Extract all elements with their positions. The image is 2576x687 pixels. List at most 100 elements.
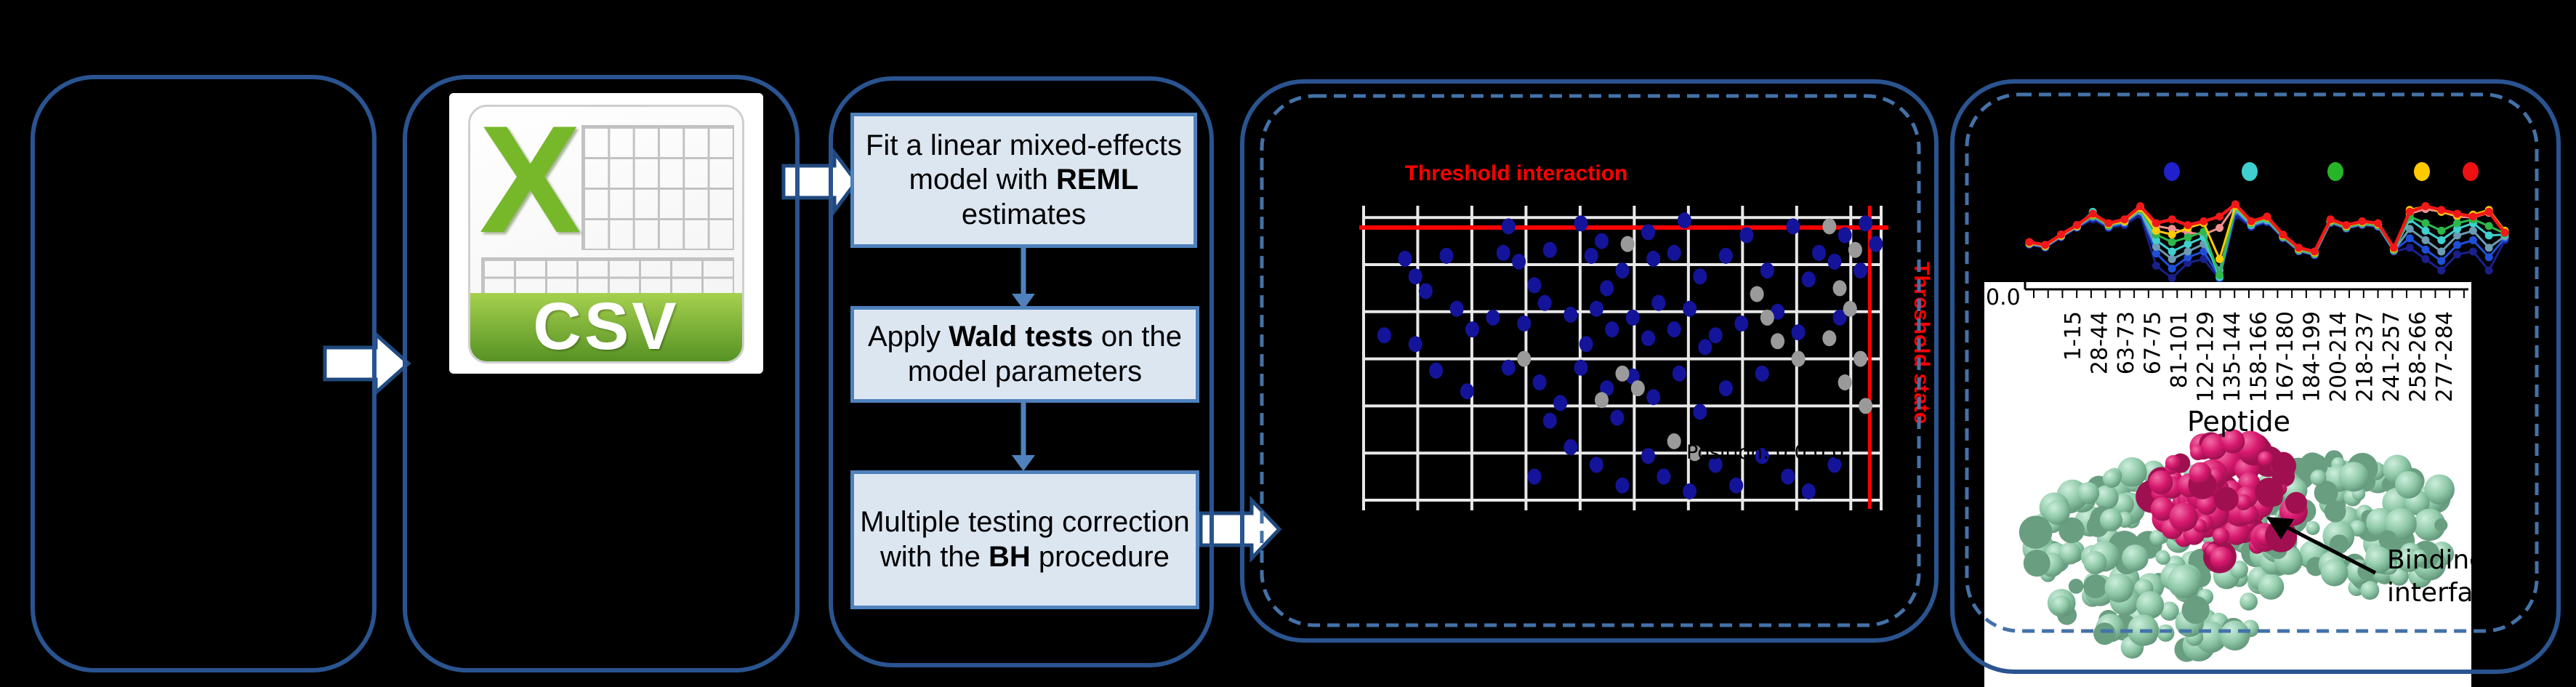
protein-surface-green [2385, 507, 2417, 540]
profile-marker-red [2152, 219, 2160, 228]
step-bold-text: REML [1055, 164, 1139, 196]
scatter-point-significant [1827, 253, 1842, 270]
scatter-point-significant [1771, 303, 1785, 320]
scatter-point-significant [1667, 321, 1681, 338]
profile-marker-salmon [2168, 225, 2176, 233]
profile-marker-steel [2405, 225, 2414, 233]
profile-marker-red [2484, 207, 2493, 216]
protein-core-magenta [2212, 527, 2230, 545]
protein-surface-green [2102, 469, 2121, 488]
scatter-point-significant [1641, 224, 1656, 241]
scatter-point-significant [1718, 247, 1733, 264]
scatter-point-significant [1517, 316, 1531, 332]
peptide-axis-label: 81-101 [2167, 311, 2192, 388]
interaction-scatter-plot [1359, 206, 1888, 510]
scatter-point-not-significant [1848, 241, 1862, 258]
protein-core-magenta [2150, 497, 2175, 521]
profile-marker-steel [2468, 226, 2477, 235]
scatter-point-not-significant [1595, 392, 1609, 409]
profile-marker-cyan [2183, 240, 2192, 249]
scatter-point-not-significant [1859, 398, 1873, 414]
profile-legend-dots [2164, 162, 2479, 181]
protein-surface-green [2045, 499, 2070, 526]
protein-surface-green [2050, 595, 2072, 616]
scatter-point-significant [1708, 457, 1723, 473]
protein-surface-green [2083, 574, 2108, 599]
profile-marker-red [2041, 241, 2050, 249]
legend-dot [2414, 162, 2430, 181]
step-wald-tests-box: Apply Wald tests on the model parameters [850, 306, 1199, 403]
protein-surface-green [2424, 474, 2455, 505]
profile-marker-red [2247, 217, 2255, 225]
protein-core-magenta [2189, 462, 2212, 485]
step-bh-correction-box: Multiple testing correction with the BH … [850, 470, 1199, 609]
excel-x-glyph: X [479, 105, 581, 265]
scatter-point-significant [1755, 365, 1769, 382]
protein-core-magenta [2201, 434, 2227, 460]
protein-surface-green [2314, 481, 2338, 505]
protein-core-magenta [2258, 451, 2274, 467]
step-text: procedure [1030, 540, 1170, 573]
protein-surface-green [2104, 573, 2134, 603]
scatter-point-significant [1672, 365, 1686, 382]
peptide-axis-label: 258-266 [2406, 311, 2431, 402]
protein-core-magenta [2271, 451, 2295, 476]
scatter-point-significant [1605, 321, 1619, 338]
scatter-point-significant [1760, 262, 1774, 279]
profile-marker-navy [2152, 262, 2160, 270]
position-overlay-text: Position: 0.0 0.0 [1686, 441, 1844, 464]
profile-marker-green [2484, 222, 2493, 230]
profile-marker-cyan [2484, 231, 2493, 240]
scatter-point-not-significant [1838, 374, 1852, 390]
scatter-point-significant [1838, 227, 1852, 244]
flow-arrow-down-2 [1012, 403, 1035, 471]
scatter-point-significant [1729, 477, 1744, 494]
scatter-point-significant [1439, 247, 1454, 264]
scatter-point-not-significant [1517, 350, 1531, 367]
peptide-axis-labels: 1-15 28-44 63-73 67-75 81-101 122-129 135-144 1… [2061, 311, 2458, 402]
scatter-point-significant [1600, 380, 1614, 397]
protein-surface-green [2117, 457, 2147, 487]
scatter-point-significant [1646, 389, 1661, 406]
protein-core-magenta [2149, 470, 2173, 495]
scatter-point-significant [1801, 483, 1816, 499]
profile-marker-red [2215, 212, 2224, 221]
panel-4-border [1240, 79, 1939, 643]
peptide-axis-label: 200-214 [2326, 311, 2351, 402]
flow-arrow-down-1 [1012, 248, 1035, 310]
csv-file-icon: X CSV [449, 93, 763, 374]
scatter-point-significant [1496, 244, 1510, 261]
scatter-point-significant [1574, 215, 1588, 232]
profile-marker-red [2120, 215, 2129, 224]
scatter-point-significant [1532, 374, 1547, 390]
scatter-point-significant [1693, 268, 1707, 285]
peptide-axis-label: 167-180 [2273, 311, 2298, 402]
peptide-axis-label: 135-144 [2220, 311, 2245, 402]
protein-core-magenta [2169, 502, 2198, 532]
scatter-point-not-significant [1620, 236, 1635, 252]
scatter-point-not-significant [1760, 309, 1774, 326]
profile-marker-red [2358, 217, 2367, 225]
profile-marker-cyan [2437, 236, 2446, 244]
profile-marker-cyan [2453, 225, 2462, 233]
profile-marker-yellow [2168, 230, 2176, 239]
step-text: Apply [867, 321, 949, 353]
profile-marker-blue [2183, 253, 2192, 262]
profile-marker-red [2263, 212, 2271, 221]
profile-marker-blue [2405, 234, 2414, 243]
protein-surface-green [2394, 470, 2423, 499]
scatter-point-significant [1610, 409, 1625, 426]
scatter-point-not-significant [1750, 286, 1764, 302]
profile-marker-red [2437, 206, 2446, 214]
scatter-point-significant [1589, 457, 1603, 473]
scatter-point-significant [1786, 218, 1800, 235]
profile-marker-steel [2484, 244, 2493, 252]
scatter-point-significant [1641, 330, 1656, 347]
scatter-point-significant [1418, 283, 1433, 300]
scatter-point-significant [1708, 327, 1723, 344]
step-text: estimates [961, 198, 1087, 230]
protein-surface-green [2324, 500, 2346, 523]
protein-surface-green [2167, 565, 2201, 599]
protein-surface-green [2310, 470, 2327, 486]
scatter-point-significant [1542, 412, 1557, 429]
